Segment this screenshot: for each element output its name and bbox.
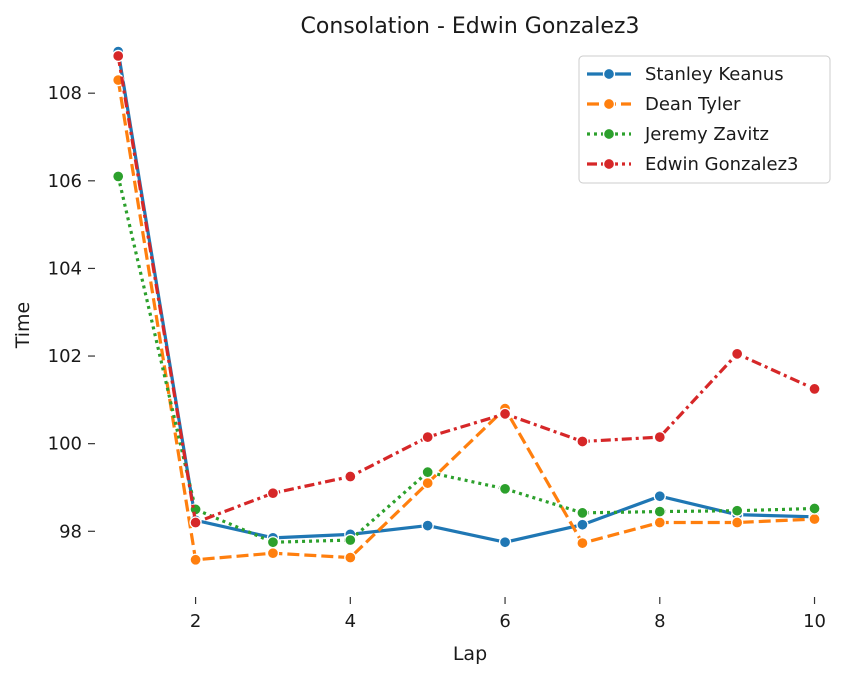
- data-point-jeremy-zavitz: [808, 502, 821, 515]
- legend: Stanley Keanus Dean Tyler Jeremy Zavitz Edw…: [578, 55, 831, 184]
- data-point-stanley-keanus: [421, 519, 434, 532]
- legend-label: Edwin Gonzalez3: [645, 154, 798, 175]
- data-point-jeremy-zavitz: [112, 170, 125, 183]
- data-point-dean-tyler: [731, 516, 744, 529]
- series-jeremy-zavitz: [112, 170, 821, 549]
- y-tick-label: 102: [48, 346, 82, 367]
- x-tick-label: 10: [803, 611, 826, 632]
- legend-marker: [602, 157, 616, 171]
- series-line-stanley-keanus: [116, 51, 815, 544]
- data-point-edwin-gonzalez3: [189, 516, 202, 529]
- legend-item-jeremy-zavitz: Jeremy Zavitz: [587, 124, 769, 145]
- x-axis-label: Lap: [453, 643, 487, 665]
- data-point-edwin-gonzalez3: [266, 487, 280, 500]
- data-point-edwin-gonzalez3: [421, 430, 434, 444]
- legend-marker: [602, 127, 616, 141]
- legend-item-stanley-keanus: Stanley Keanus: [587, 64, 784, 85]
- data-point-stanley-keanus: [653, 490, 666, 503]
- x-tick-label: 4: [345, 611, 356, 632]
- x-tick-label: 2: [190, 611, 201, 632]
- legend-label: Jeremy Zavitz: [644, 124, 769, 145]
- data-point-dean-tyler: [576, 536, 589, 550]
- legend-marker: [602, 67, 616, 81]
- x-tick-label: 8: [654, 611, 665, 632]
- data-point-edwin-gonzalez3: [576, 435, 589, 448]
- y-tick-label: 100: [48, 434, 82, 455]
- data-point-stanley-keanus: [576, 518, 589, 531]
- y-tick-label: 106: [48, 171, 82, 192]
- x-tick-label: 6: [499, 611, 510, 632]
- data-point-dean-tyler: [266, 547, 280, 560]
- series-line-edwin-gonzalez3: [116, 55, 816, 525]
- data-point-jeremy-zavitz: [576, 506, 589, 520]
- series-line-jeremy-zavitz: [116, 176, 815, 544]
- data-point-edwin-gonzalez3: [344, 470, 357, 483]
- data-point-jeremy-zavitz: [266, 536, 280, 549]
- series-line-dean-tyler: [116, 79, 815, 562]
- data-point-jeremy-zavitz: [498, 482, 512, 495]
- data-point-dean-tyler: [344, 551, 357, 564]
- data-point-stanley-keanus: [498, 536, 512, 549]
- series-edwin-gonzalez3: [112, 49, 821, 529]
- legend-marker: [602, 97, 616, 111]
- y-tick-label: 104: [48, 258, 82, 279]
- legend-label: Stanley Keanus: [645, 64, 784, 85]
- x-axis: 2 4 6 8 10: [190, 597, 826, 632]
- plot-area: [112, 45, 821, 566]
- data-point-jeremy-zavitz: [731, 504, 744, 517]
- data-point-edwin-gonzalez3: [731, 347, 744, 361]
- legend-item-edwin-gonzalez3: Edwin Gonzalez3: [587, 154, 798, 175]
- chart-title: Consolation - Edwin Gonzalez3: [301, 14, 640, 39]
- data-point-dean-tyler: [189, 553, 202, 566]
- legend-item-dean-tyler: Dean Tyler: [587, 94, 741, 115]
- y-axis: 98 100 102 104 106 108: [48, 83, 95, 542]
- data-point-edwin-gonzalez3: [808, 382, 821, 396]
- data-point-edwin-gonzalez3: [653, 430, 666, 444]
- data-point-dean-tyler: [808, 512, 821, 526]
- legend-label: Dean Tyler: [645, 94, 741, 115]
- legend-box: [578, 55, 831, 184]
- data-point-jeremy-zavitz: [344, 533, 357, 547]
- y-tick-label: 98: [59, 521, 82, 542]
- data-point-jeremy-zavitz: [421, 465, 434, 479]
- y-tick-label: 108: [48, 83, 82, 104]
- data-point-dean-tyler: [653, 516, 666, 529]
- data-point-jeremy-zavitz: [653, 505, 666, 518]
- data-point-edwin-gonzalez3: [498, 407, 512, 421]
- data-point-dean-tyler: [421, 476, 434, 490]
- data-point-edwin-gonzalez3: [112, 49, 125, 63]
- y-axis-label: Time: [12, 302, 34, 350]
